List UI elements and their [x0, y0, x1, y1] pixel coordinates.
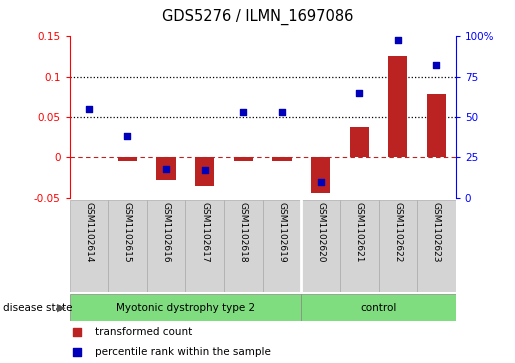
Text: GSM1102614: GSM1102614	[84, 203, 93, 263]
Bar	[272, 158, 291, 161]
Text: percentile rank within the sample: percentile rank within the sample	[95, 347, 270, 357]
Point	[329, 272, 337, 278]
Bar	[388, 57, 407, 158]
Bar	[301, 294, 456, 321]
Point	[239, 109, 247, 115]
Bar	[234, 158, 253, 161]
Bar	[340, 200, 379, 292]
Point	[124, 134, 132, 139]
Bar	[224, 200, 263, 292]
Text: control: control	[360, 303, 397, 313]
Point	[393, 37, 402, 42]
Text: GSM1102620: GSM1102620	[316, 203, 325, 263]
Bar	[427, 94, 446, 158]
Text: GSM1102622: GSM1102622	[393, 203, 402, 263]
Text: disease state: disease state	[3, 303, 72, 313]
Text: GSM1102617: GSM1102617	[200, 203, 209, 263]
Point	[329, 91, 337, 97]
Text: GSM1102623: GSM1102623	[432, 203, 441, 263]
Bar	[147, 200, 185, 292]
Text: ▶: ▶	[57, 303, 65, 313]
Point	[432, 62, 440, 68]
Bar	[311, 158, 330, 193]
Bar	[379, 200, 417, 292]
Bar	[417, 200, 456, 292]
Text: GSM1102616: GSM1102616	[162, 203, 170, 263]
Point	[355, 90, 363, 96]
Point	[316, 179, 324, 184]
Text: GSM1102621: GSM1102621	[355, 203, 364, 263]
Text: transformed count: transformed count	[95, 327, 192, 337]
Bar	[118, 158, 137, 161]
Bar	[157, 158, 176, 180]
Text: Myotonic dystrophy type 2: Myotonic dystrophy type 2	[116, 303, 255, 313]
Text: GSM1102619: GSM1102619	[278, 203, 286, 263]
Bar	[185, 200, 224, 292]
Bar	[70, 200, 108, 292]
Point	[201, 167, 209, 173]
Text: GSM1102618: GSM1102618	[239, 203, 248, 263]
Point	[162, 166, 170, 172]
Point	[278, 109, 286, 115]
Bar	[70, 294, 301, 321]
Bar	[301, 200, 340, 292]
Point	[84, 106, 93, 112]
Text: GDS5276 / ILMN_1697086: GDS5276 / ILMN_1697086	[162, 9, 353, 25]
Bar	[263, 200, 301, 292]
Bar	[108, 200, 147, 292]
Bar	[350, 127, 369, 158]
Bar	[195, 158, 214, 186]
Text: GSM1102615: GSM1102615	[123, 203, 132, 263]
